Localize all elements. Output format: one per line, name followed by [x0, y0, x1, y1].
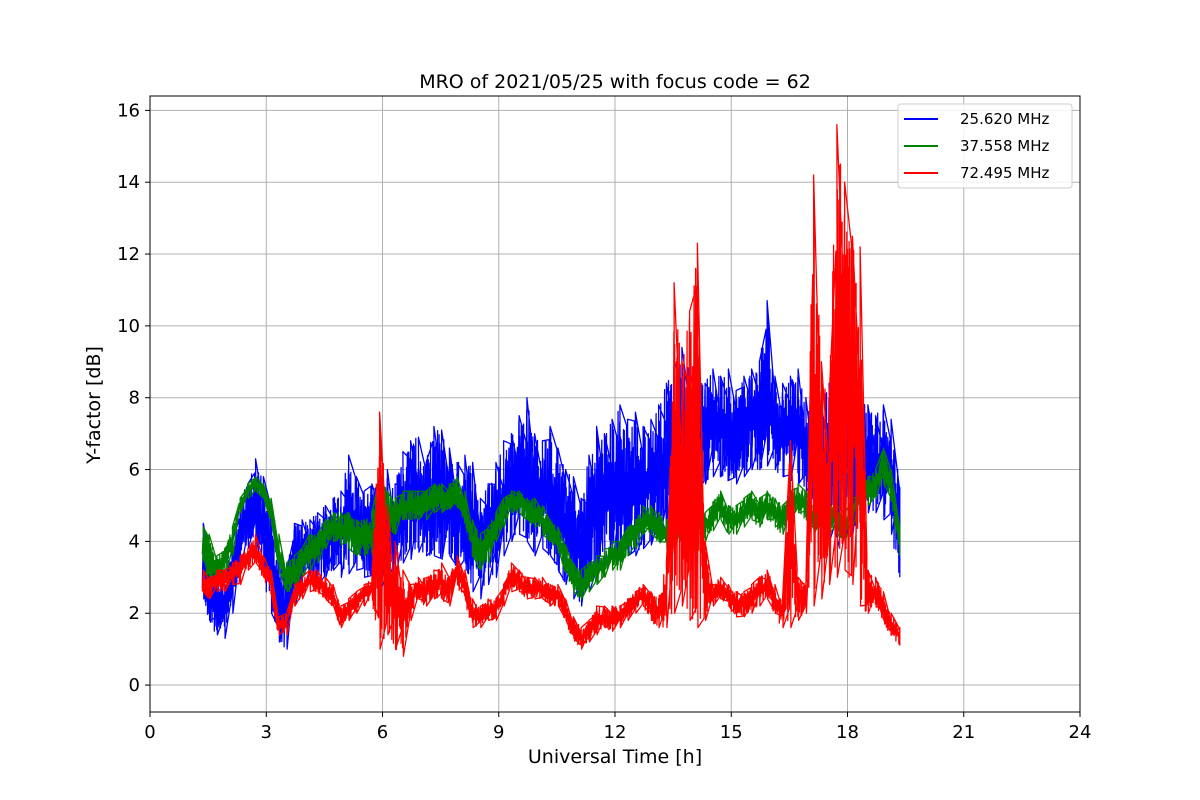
series-line: [201, 447, 901, 600]
x-tick-label: 12: [604, 722, 627, 743]
x-tick-label: 0: [144, 722, 155, 743]
x-tick-label: 9: [493, 722, 504, 743]
chart-title: MRO of 2021/05/25 with focus code = 62: [419, 71, 811, 93]
y-tick-label: 16: [117, 100, 140, 121]
x-tick-label: 6: [377, 722, 388, 743]
series-layer: [201, 124, 901, 657]
x-tick-label: 18: [836, 722, 859, 743]
series-line: [201, 124, 901, 657]
x-axis-title: Universal Time [h]: [528, 746, 702, 768]
x-tick-label: 24: [1069, 722, 1092, 743]
y-tick-label: 6: [129, 460, 140, 481]
y-tick-label: 4: [129, 531, 140, 552]
legend-box: [897, 103, 1073, 189]
y-tick-label: 12: [117, 244, 140, 265]
y-tick-label: 10: [117, 316, 140, 337]
series-line: [201, 300, 901, 650]
y-tick-label: 8: [129, 388, 140, 409]
legend-label: 37.558 MHz: [960, 137, 1049, 155]
x-tick-label: 15: [720, 722, 743, 743]
y-tick-label: 0: [129, 675, 140, 696]
y-axis-title: Y-factor [dB]: [83, 346, 105, 465]
x-tick-label: 3: [261, 722, 272, 743]
y-tick-label: 2: [129, 603, 140, 624]
legend-label: 72.495 MHz: [960, 164, 1049, 182]
legend-label: 25.620 MHz: [960, 110, 1049, 128]
legend: 25.620 MHz 37.558 MHz 72.495 MHz: [897, 103, 1073, 189]
x-tick-label: 21: [952, 722, 975, 743]
y-tick-label: 14: [117, 172, 140, 193]
